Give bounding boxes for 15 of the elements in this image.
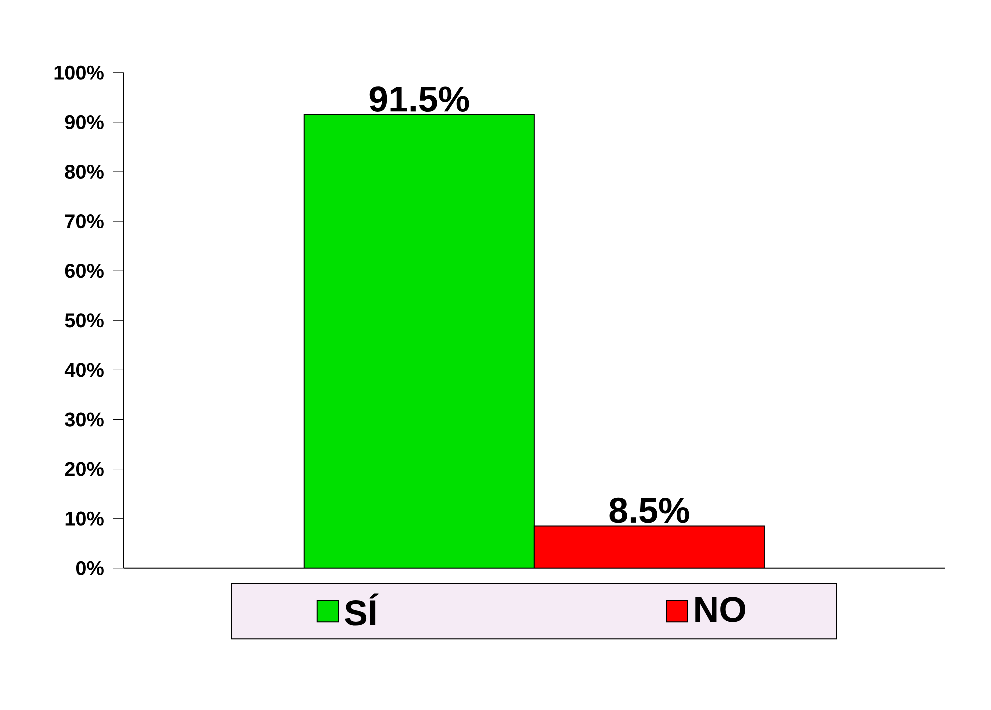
- y-tick-label: 100%: [54, 66, 104, 80]
- y-tick-label: 90%: [65, 115, 104, 130]
- y-tick-label: 70%: [65, 214, 104, 229]
- legend-label: NO: [696, 597, 746, 622]
- y-tick-label: 50%: [65, 314, 104, 328]
- y-tick-label: 60%: [65, 264, 104, 278]
- y-tick-label: 80%: [65, 164, 104, 180]
- data-label: 8.5%: [610, 498, 690, 524]
- y-tick-label: 30%: [65, 412, 104, 427]
- y-tick-label: 0%: [76, 561, 104, 576]
- data-label: 91.5%: [370, 86, 470, 112]
- legend-label: SÍ: [345, 594, 379, 626]
- y-tick-label: 40%: [64, 363, 104, 378]
- y-tick-label: 10%: [66, 512, 104, 526]
- y-tick-label: 20%: [65, 462, 104, 476]
